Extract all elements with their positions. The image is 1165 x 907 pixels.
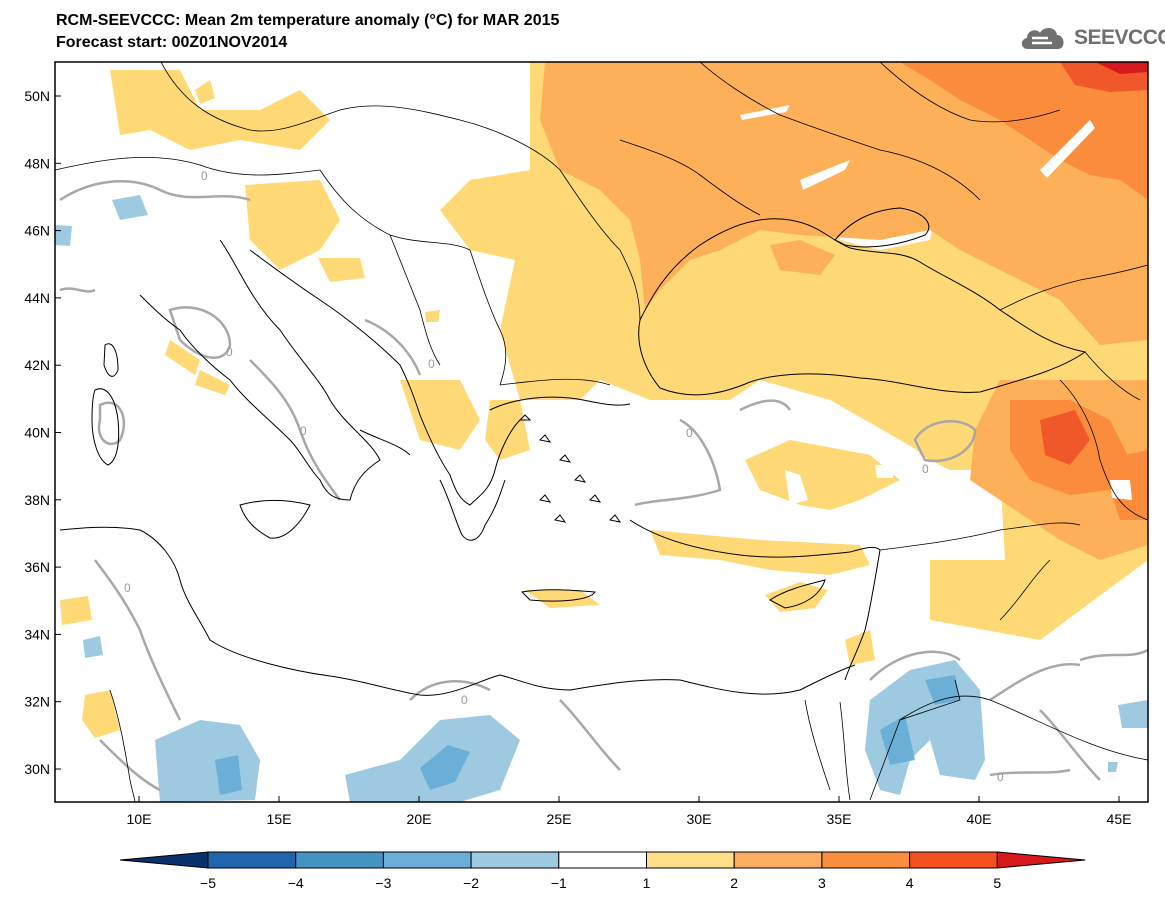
coastlines (59, 207, 1087, 696)
colorbar-tick-label: −4 (288, 875, 304, 891)
adriatic-east-coast (249, 249, 421, 416)
crimea-coast (834, 207, 930, 248)
colorbar-tick-label: 1 (643, 875, 651, 891)
cloud-icon (1021, 27, 1064, 49)
contour-label: 0 (922, 462, 929, 476)
lon-label: 40E (967, 811, 992, 827)
map-title: RCM-SEEVCCC: Mean 2m temperature anomaly… (56, 12, 560, 29)
balkan-coast (419, 414, 521, 506)
contour-label: 0 (300, 424, 307, 438)
colorbar-segment (295, 851, 384, 869)
colorbar-tick-label: −5 (200, 875, 216, 891)
anomaly-3-4-fill (900, 62, 1148, 520)
lon-label: 25E (547, 811, 572, 827)
sicily-coast (239, 499, 311, 539)
map-plot-area: 0 0 0 0 0 0 0 0 0 (55, 62, 1148, 802)
colorbar-segment (470, 851, 560, 869)
lat-label: 46N (24, 223, 50, 239)
aegean-islands (518, 414, 622, 523)
africa-coast (59, 526, 856, 696)
colorbar-tick-label: −3 (375, 875, 391, 891)
lat-label: 50N (24, 88, 50, 104)
colorbar-segment (207, 851, 297, 869)
contour-label: 0 (997, 770, 1004, 784)
zero-contours (59, 180, 1148, 792)
levant-coast (844, 549, 881, 681)
contour-label: 0 (124, 581, 131, 595)
contour-label: 0 (226, 345, 233, 359)
lat-axis: 50N 48N 46N 44N 42N 40N 38N 36N 34N 32N 30N (24, 88, 61, 777)
colorbar-segment (558, 851, 647, 869)
colorbar-segment (382, 851, 472, 869)
colorbar-segment (909, 851, 998, 869)
lat-label: 42N (24, 357, 50, 373)
colorbar: −5 −4 −3 −2 −1 1 2 3 4 5 (119, 851, 1086, 891)
colorbar-tick-label: 5 (993, 875, 1001, 891)
logo-text: SEEVCCC (1074, 26, 1165, 49)
colorbar-tick-label: 2 (730, 875, 738, 891)
seevccc-logo: SEEVCCC (1018, 22, 1165, 54)
italy-coast (139, 239, 381, 501)
contour-label: 0 (201, 169, 208, 183)
corsica-coast (103, 343, 119, 377)
contour-label: 0 (428, 357, 435, 371)
lon-label: 20E (407, 811, 432, 827)
colorbar-segment (646, 851, 735, 869)
lat-label: 44N (24, 290, 50, 306)
lat-label: 30N (24, 761, 50, 777)
greece-coast (439, 479, 506, 541)
lon-label: 30E (687, 811, 712, 827)
lon-label: 35E (827, 811, 852, 827)
lat-label: 48N (24, 155, 50, 171)
lon-axis: 10E 15E 20E 25E 30E 35E 40E 45E (127, 796, 1132, 827)
anomaly-gt5-fill (1095, 62, 1148, 74)
colorbar-tick-label: 4 (906, 875, 914, 891)
aegean-north-coast (489, 396, 631, 411)
colorbar-segment (821, 851, 911, 869)
lat-label: 40N (24, 425, 50, 441)
colorbar-segment (733, 851, 823, 869)
cyprus-coast (769, 579, 826, 609)
forecast-start: Forecast start: 00Z01NOV2014 (56, 34, 288, 51)
lat-label: 34N (24, 626, 50, 642)
colorbar-tick-label: −2 (463, 875, 479, 891)
country-borders (55, 62, 1148, 802)
lon-label: 15E (267, 811, 292, 827)
colorbar-lower-arrow (119, 851, 209, 869)
crete-coast (520, 589, 596, 602)
turkey-south-coast (629, 519, 881, 558)
contour-label: 0 (461, 693, 468, 707)
contour-labels: 0 0 0 0 0 0 0 0 0 (124, 169, 1004, 784)
lat-label: 36N (24, 559, 50, 575)
lat-label: 32N (24, 694, 50, 710)
italy-heel (359, 429, 411, 456)
contour-label: 0 (686, 426, 693, 440)
lon-label: 45E (1107, 811, 1132, 827)
colorbar-upper-arrow (996, 851, 1086, 869)
lat-label: 38N (24, 492, 50, 508)
colorbar-tick-label: −1 (551, 875, 567, 891)
black-sea-coast (638, 218, 1087, 396)
sardinia-coast (91, 388, 120, 466)
lon-label: 10E (127, 811, 152, 827)
colorbar-tick-label: 3 (818, 875, 826, 891)
